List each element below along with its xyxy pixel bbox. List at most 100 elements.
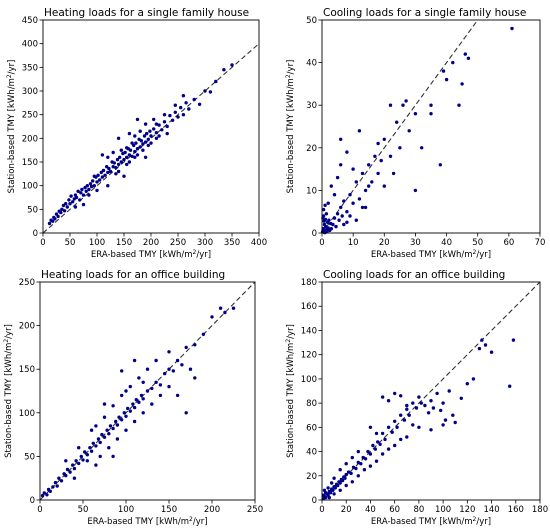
data-point [173, 103, 177, 107]
data-point [321, 207, 326, 212]
data-point [154, 358, 158, 363]
data-point [85, 184, 90, 188]
data-point [77, 461, 81, 466]
data-point [141, 380, 145, 384]
data-point [100, 153, 105, 157]
x-tick-label: 60 [503, 238, 514, 248]
data-point [170, 118, 175, 123]
data-point [88, 182, 93, 186]
data-point [139, 393, 144, 398]
data-point [348, 193, 352, 197]
data-point [64, 459, 68, 463]
data-point [407, 129, 411, 133]
data-point [101, 168, 106, 173]
data-point [42, 491, 46, 495]
y-tick-label: 50 [24, 452, 35, 462]
data-point [48, 489, 52, 493]
data-point [127, 153, 132, 157]
data-point [114, 166, 118, 170]
x-tick-label: 400 [251, 238, 267, 248]
data-point [115, 437, 120, 441]
data-point [354, 180, 358, 184]
data-point [116, 136, 121, 140]
y-axis-label: Station-based TMY [kWh/m2/yr] [285, 60, 297, 194]
data-point [431, 406, 436, 410]
data-point [120, 418, 124, 422]
data-point [111, 426, 115, 431]
data-point [374, 459, 379, 463]
data-point [399, 437, 403, 442]
data-point [187, 107, 191, 111]
data-point [483, 343, 488, 347]
data-point [413, 188, 418, 193]
data-point [363, 457, 368, 461]
data-point [78, 198, 82, 202]
data-point [346, 470, 351, 474]
data-point [208, 90, 213, 94]
data-point [63, 202, 68, 206]
data-point [350, 480, 354, 484]
data-point [157, 134, 161, 138]
data-point [362, 468, 367, 472]
data-point [393, 419, 397, 423]
data-point [510, 26, 514, 31]
y-tick-label: 0 [312, 229, 317, 239]
data-point [188, 367, 193, 371]
y-tick-label: 140 [301, 326, 317, 336]
data-point [145, 389, 150, 393]
data-point [330, 481, 334, 485]
data-point [393, 443, 397, 448]
data-point [331, 222, 335, 227]
data-point [325, 230, 329, 234]
data-point [348, 214, 352, 218]
data-point [106, 184, 110, 188]
data-point [105, 165, 109, 169]
data-point [322, 488, 327, 492]
data-point [438, 163, 442, 167]
data-point [357, 129, 362, 133]
data-point [102, 402, 107, 406]
data-point [466, 56, 471, 60]
x-tick-label: 0 [319, 505, 324, 515]
plot-frame [42, 19, 260, 234]
x-tick-label: 100 [435, 505, 451, 515]
data-point [123, 150, 127, 155]
data-point [124, 414, 128, 418]
y-tick-label: 100 [301, 375, 317, 385]
chart-title: Cooling loads for a single family house [323, 7, 526, 19]
data-point [102, 415, 107, 419]
data-point [383, 437, 387, 442]
data-point [368, 452, 373, 456]
data-point [332, 492, 336, 496]
data-point [417, 395, 421, 399]
data-point [328, 491, 333, 495]
x-tick-label: 20 [379, 238, 390, 248]
y-tick-label: 160 [301, 302, 317, 312]
data-point [69, 194, 73, 198]
data-point [57, 476, 61, 480]
data-point [382, 137, 386, 141]
data-point [203, 89, 207, 93]
data-point [149, 141, 153, 145]
y-tick-label: 350 [22, 63, 38, 73]
data-point [132, 358, 137, 363]
data-point [80, 187, 84, 192]
data-point [47, 221, 52, 226]
data-point [40, 493, 45, 498]
data-point [120, 393, 124, 398]
data-point [154, 136, 159, 140]
data-point [98, 178, 102, 182]
data-point [180, 363, 184, 367]
data-point [332, 216, 337, 220]
data-point [72, 476, 77, 480]
data-point [460, 82, 464, 86]
x-tick-label: 120 [459, 505, 475, 515]
y-tick-label: 20 [306, 472, 317, 482]
data-point [148, 129, 152, 133]
data-point [480, 338, 484, 342]
data-point [441, 423, 445, 427]
y-axis-label: Station-based TMY [kWh/m2/yr] [3, 324, 15, 458]
x-tick-label: 40 [365, 505, 376, 515]
data-point [107, 166, 111, 171]
data-point [489, 350, 494, 354]
